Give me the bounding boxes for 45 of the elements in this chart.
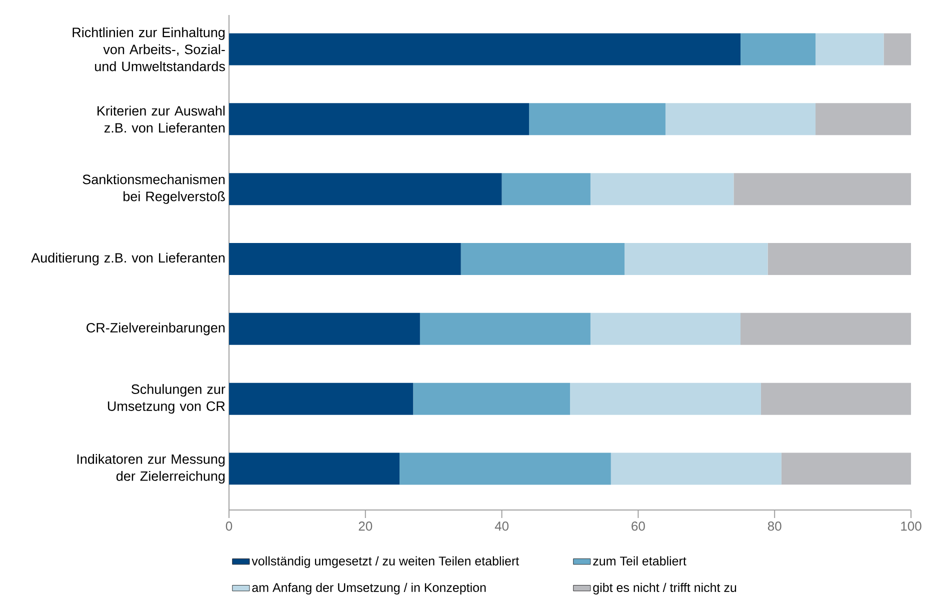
legend-label: zum Teil etabliert xyxy=(593,556,686,566)
bar xyxy=(400,452,611,485)
bar xyxy=(413,382,570,415)
bar xyxy=(229,243,461,276)
bar xyxy=(734,173,911,206)
bar xyxy=(884,33,911,66)
x-tick-label: 0 xyxy=(226,522,232,531)
y-tick-label: Richtlinien zur Einhaltung von Arbeits-, Sozial- und Umweltstandards xyxy=(72,27,225,72)
y-tick-label: Auditierung z.B. von Lieferanten xyxy=(31,252,225,266)
bar xyxy=(529,103,666,136)
bar xyxy=(460,243,625,276)
bar xyxy=(610,452,782,485)
bar xyxy=(229,33,740,66)
bar xyxy=(624,243,768,276)
bar xyxy=(229,103,530,136)
x-tick-label: 20 xyxy=(358,522,372,531)
y-tick-label: Schulungen zur Umsetzung von CR xyxy=(108,384,226,414)
bar xyxy=(570,382,761,415)
bar xyxy=(229,312,420,345)
bar xyxy=(665,103,816,136)
bar xyxy=(229,382,414,415)
bar xyxy=(760,382,911,415)
bar xyxy=(740,312,911,345)
bar xyxy=(768,243,911,276)
legend-label: gibt es nicht / trifft nicht zu xyxy=(593,582,736,594)
bar xyxy=(229,173,502,206)
y-tick-label: Sanktionsmechanismen bei Regelverstoß xyxy=(82,174,225,204)
bar xyxy=(816,33,884,66)
legend-label: am Anfang der Umsetzung / in Konzeption xyxy=(252,582,486,594)
y-tick-label: CR-Zielvereinbarungen xyxy=(86,322,225,336)
y-tick-label: Indikatoren zur Messung der Zielerreichung xyxy=(77,454,225,484)
x-tick-label: 40 xyxy=(494,522,509,531)
legend-label: vollständig umgesetzt / zu weiten Teilen etabliert xyxy=(252,556,520,568)
x-tick-label: 100 xyxy=(901,522,922,531)
bar xyxy=(590,312,740,345)
bar xyxy=(229,452,400,485)
bar xyxy=(740,33,816,66)
bar xyxy=(502,173,590,206)
bar xyxy=(816,103,911,136)
bar xyxy=(590,173,734,206)
y-tick-label: Kriterien zur Auswahl z.B. von Lieferanten xyxy=(98,106,225,133)
x-tick-label: 60 xyxy=(632,522,645,531)
bar xyxy=(781,452,911,485)
x-tick-label: 80 xyxy=(768,522,782,531)
bar xyxy=(420,312,590,345)
